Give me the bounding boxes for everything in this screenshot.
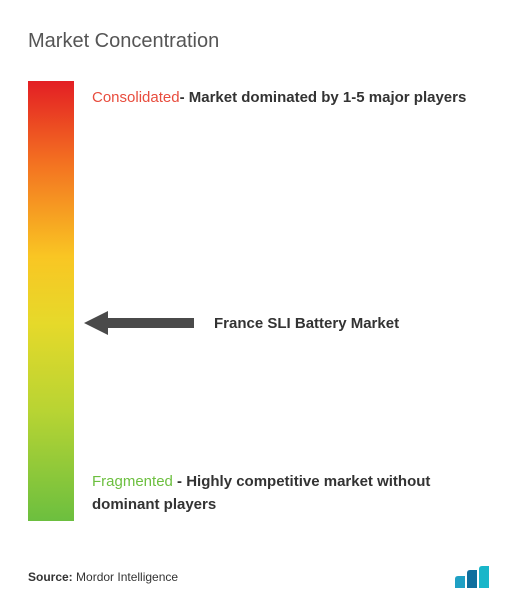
chart-title: Market Concentration [28, 30, 493, 53]
fragmented-highlight: Fragmented [92, 473, 173, 490]
chart-area: Consolidated- Market dominated by 1-5 ma… [28, 81, 493, 521]
consolidated-highlight: Consolidated [92, 89, 180, 106]
source-value: Mordor Intelligence [73, 570, 178, 584]
market-marker-label: France SLI Battery Market [214, 315, 399, 332]
source-label: Source: [28, 570, 73, 584]
arrow-left-icon [84, 311, 194, 335]
consolidated-annotation: Consolidated- Market dominated by 1-5 ma… [92, 87, 493, 110]
source-line: Source: Mordor Intelligence [28, 570, 178, 584]
market-marker: France SLI Battery Market [84, 311, 399, 335]
fragmented-annotation: Fragmented - Highly competitive market w… [92, 471, 493, 516]
concentration-gradient-bar [28, 81, 74, 521]
mordor-logo-icon [455, 566, 493, 588]
footer: Source: Mordor Intelligence [28, 566, 493, 588]
consolidated-rest: - Market dominated by 1-5 major players [180, 89, 467, 106]
